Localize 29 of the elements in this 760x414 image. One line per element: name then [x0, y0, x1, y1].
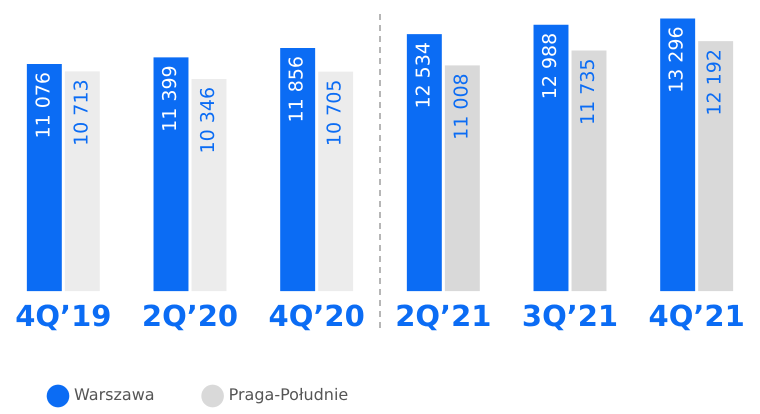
bar — [660, 18, 696, 292]
data-label: 11 399 — [158, 65, 181, 132]
bar — [698, 41, 734, 292]
data-label: 10 346 — [196, 86, 219, 154]
bar — [154, 57, 188, 292]
data-label: 11 076 — [32, 72, 54, 138]
bar — [280, 48, 316, 292]
x-tick-label: 2Q’21 — [395, 299, 492, 334]
data-label: 11 856 — [286, 56, 308, 122]
data-label: 10 705 — [324, 80, 346, 146]
x-tick-label: 4Q’20 — [268, 299, 365, 334]
x-tick-label: 2Q’20 — [142, 299, 238, 334]
legend-label: Praga-Południe — [228, 385, 348, 404]
bar — [444, 65, 480, 292]
x-tick-label: 4Q’19 — [15, 299, 112, 334]
bar — [534, 24, 568, 292]
data-label: 13 296 — [666, 26, 688, 93]
data-label: 12 534 — [412, 42, 434, 109]
x-tick-label: 3Q’21 — [522, 299, 618, 334]
data-label: 12 988 — [538, 32, 561, 100]
x-tick-label: 4Q’21 — [648, 299, 745, 334]
data-label: 11 735 — [576, 58, 599, 125]
data-label: 11 008 — [450, 73, 472, 140]
data-label: 10 713 — [70, 79, 92, 146]
legend-label: Warszawa — [74, 385, 155, 404]
bar — [26, 64, 62, 292]
data-label: 12 192 — [704, 49, 726, 116]
bar — [406, 34, 442, 292]
bar — [572, 50, 606, 292]
